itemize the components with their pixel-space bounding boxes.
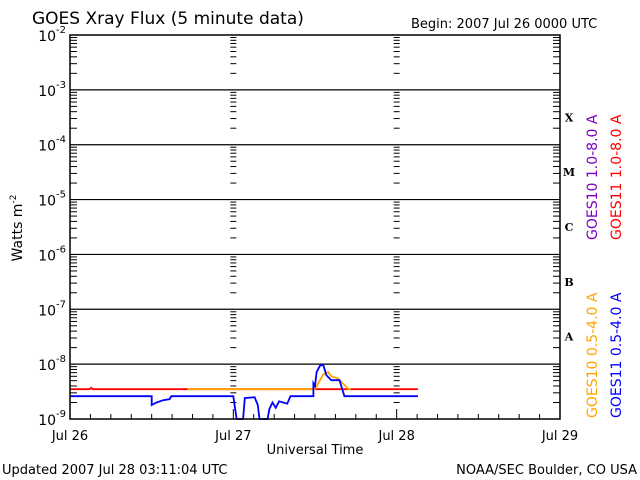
flare-class-label: A: [564, 331, 574, 344]
flare-class-label: X: [565, 111, 574, 124]
begin-label: Begin: 2007 Jul 26 0000 UTC: [411, 17, 597, 32]
y-tick-label: 10-4: [38, 135, 66, 155]
series-line: [187, 370, 352, 391]
flare-class-label: B: [564, 276, 573, 289]
x-tick-label: Jul 29: [541, 429, 578, 444]
svg-text:Watts m-2: Watts m-2: [9, 195, 26, 262]
chart-title: GOES Xray Flux (5 minute data): [32, 9, 304, 29]
legend-entry: GOES11 1.0-8.0 A: [609, 114, 625, 240]
flare-class-label: M: [563, 166, 575, 179]
legend-entry: GOES10 1.0-8.0 A: [585, 114, 601, 240]
legend-entry: GOES10 0.5-4.0 A: [585, 292, 601, 418]
credit-label: NOAA/SEC Boulder, CO USA: [456, 463, 637, 478]
y-tick-label: 10-9: [38, 409, 66, 429]
x-tick-label: Jul 28: [377, 429, 414, 444]
y-tick-label: 10-7: [38, 299, 66, 319]
x-axis-label: Universal Time: [267, 443, 364, 458]
y-tick-label: 10-5: [38, 190, 66, 210]
y-axis-label-sup: -2: [9, 195, 19, 204]
flare-class-label: C: [565, 221, 574, 234]
x-tick-label: Jul 27: [214, 429, 251, 444]
y-axis-label: Watts m: [10, 204, 26, 262]
x-tick-label: Jul 26: [51, 429, 88, 444]
series-line: [70, 363, 418, 420]
y-tick-label: 10-6: [38, 244, 66, 264]
plot-frame: [69, 34, 561, 420]
y-tick-label: 10-3: [38, 80, 66, 100]
y-tick-label: 10-2: [38, 25, 66, 45]
legend-entry: GOES11 0.5-4.0 A: [609, 292, 625, 418]
updated-timestamp: Updated 2007 Jul 28 03:11:04 UTC: [2, 463, 227, 478]
y-tick-label: 10-8: [38, 354, 66, 374]
